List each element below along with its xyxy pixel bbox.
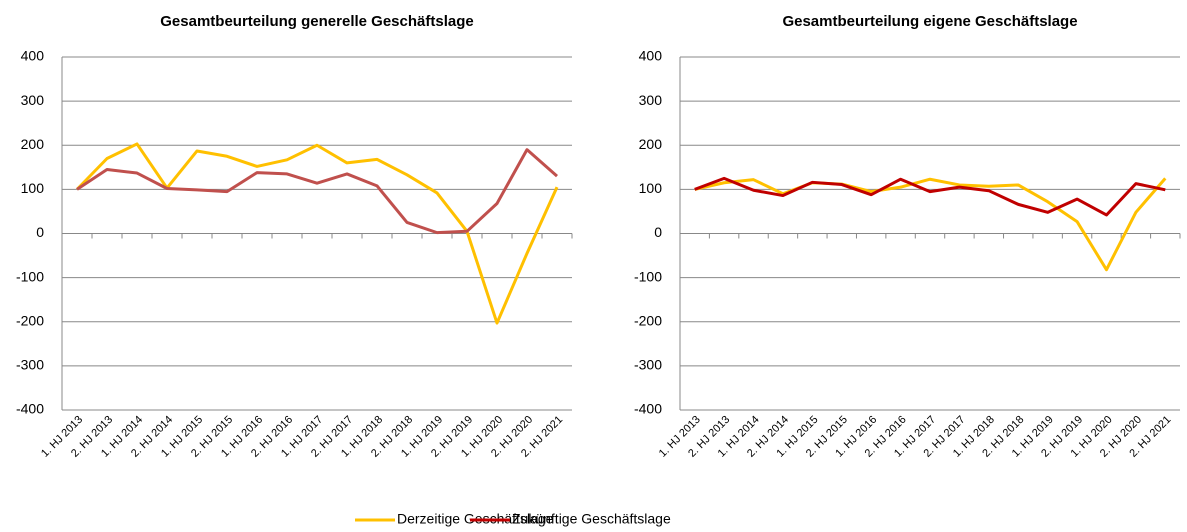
y-tick-label: 100 — [21, 180, 45, 196]
y-tick-label: -400 — [16, 401, 44, 417]
chart-title: Gesamtbeurteilung eigene Geschäftslage — [782, 13, 1077, 30]
y-tick-label: -200 — [634, 312, 662, 328]
y-tick-label: 300 — [639, 92, 663, 108]
y-tick-label: -300 — [634, 357, 662, 373]
y-tick-label: -300 — [16, 357, 44, 373]
y-tick-label: 400 — [639, 48, 663, 64]
y-tick-label: -400 — [634, 401, 662, 417]
line-series — [75, 142, 559, 325]
line-series — [694, 176, 1166, 217]
y-tick-label: 200 — [21, 136, 45, 152]
y-tick-label: -100 — [16, 268, 44, 284]
y-tick-label: 300 — [21, 92, 45, 108]
line-series — [694, 177, 1167, 272]
y-tick-label: -200 — [16, 312, 44, 328]
y-tick-label: -100 — [634, 268, 662, 284]
y-tick-label: 400 — [21, 48, 45, 64]
chart-title: Gesamtbeurteilung generelle Geschäftslag… — [160, 13, 473, 30]
y-tick-label: 200 — [639, 136, 663, 152]
y-tick-label: 0 — [36, 224, 44, 240]
y-tick-label: 100 — [639, 180, 663, 196]
legend-label: Zukünftige Geschäftslage — [512, 511, 671, 527]
y-tick-label: 0 — [654, 224, 662, 240]
line-series — [76, 148, 558, 235]
